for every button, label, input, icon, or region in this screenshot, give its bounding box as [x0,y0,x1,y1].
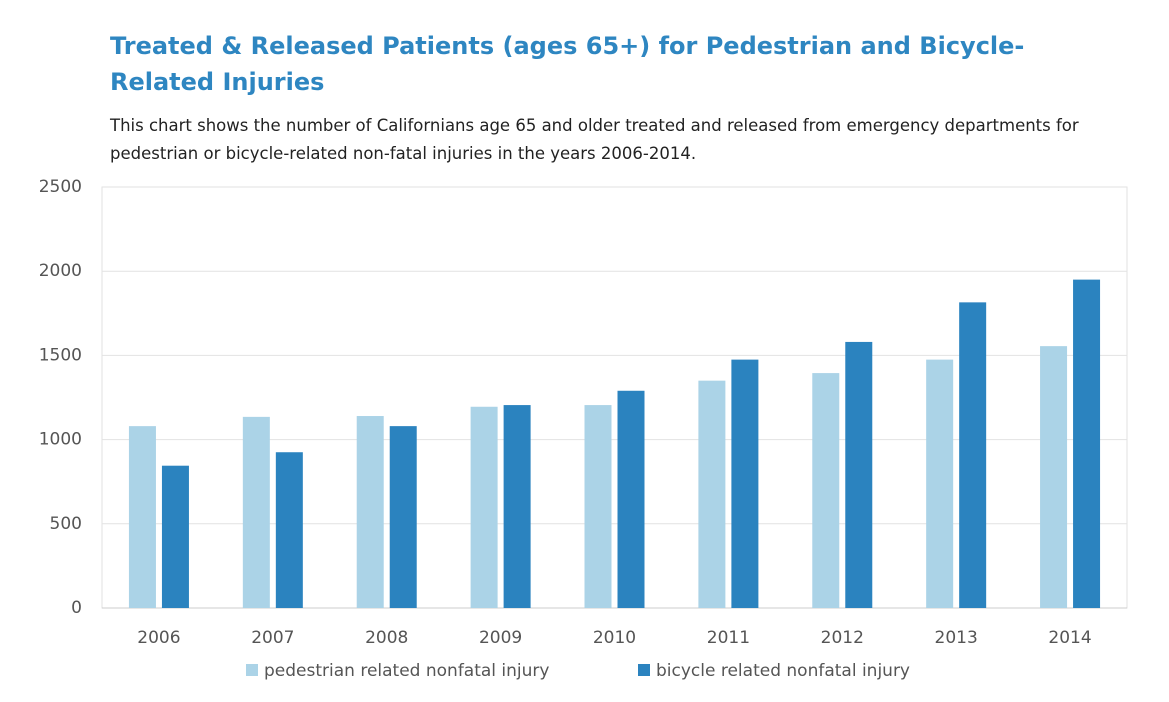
bar [389,426,417,608]
bar [698,380,726,608]
bar [617,390,645,608]
y-tick-label: 2500 [39,177,82,197]
x-tick-label: 2013 [935,628,978,648]
x-tick-label: 2010 [593,628,636,648]
bar [1040,346,1068,608]
bar [731,359,759,608]
y-tick-label: 1000 [39,430,82,450]
bar [275,452,303,608]
x-tick-label: 2014 [1048,628,1091,648]
x-tick-label: 2011 [707,628,750,648]
bar [926,359,954,608]
legend-swatch [638,664,650,676]
bar [1073,279,1101,608]
y-tick-label: 500 [50,514,82,534]
bar [356,416,384,608]
bar [470,406,498,608]
bar [242,416,270,608]
y-tick-label: 2000 [39,261,82,281]
bar [959,302,987,608]
bar [584,405,612,608]
x-tick-label: 2006 [137,628,180,648]
y-tick-label: 0 [71,598,82,618]
y-tick-label: 1500 [39,345,82,365]
x-tick-label: 2007 [251,628,294,648]
bar [845,341,873,608]
bar [812,373,840,608]
x-tick-label: 2008 [365,628,408,648]
bar [128,426,156,608]
legend-label: pedestrian related nonfatal injury [264,661,549,681]
bar [161,465,189,608]
bar [503,405,531,608]
x-tick-label: 2012 [821,628,864,648]
x-tick-label: 2009 [479,628,522,648]
legend-label: bicycle related nonfatal injury [656,661,910,681]
chart-subtitle: This chart shows the number of Californi… [110,116,1079,163]
legend-swatch [246,664,258,676]
chart-title: Treated & Released Patients (ages 65+) f… [110,32,1025,96]
